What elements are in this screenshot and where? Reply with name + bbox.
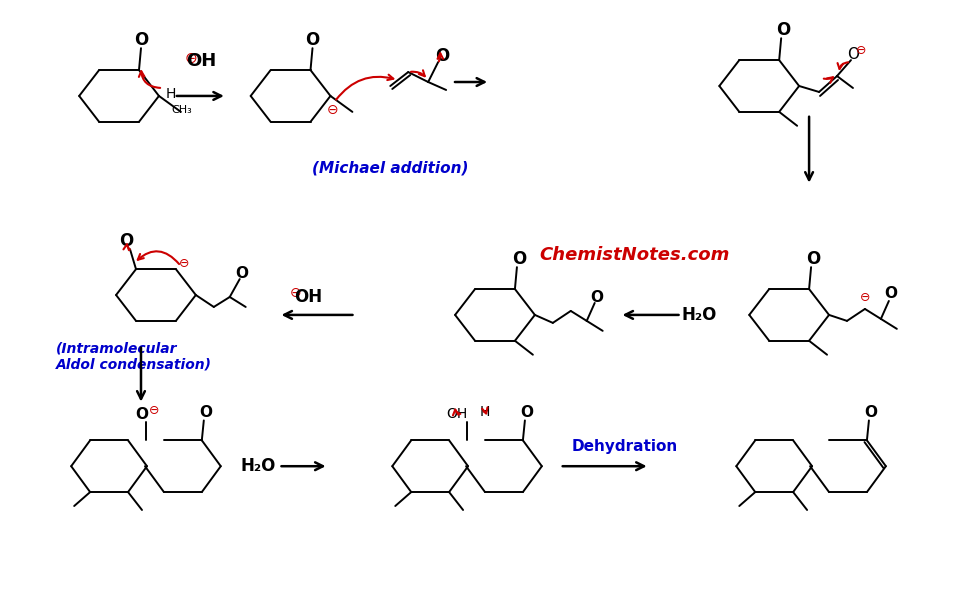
Text: (Intramolecular
Aldol condensation): (Intramolecular Aldol condensation) bbox=[57, 342, 212, 372]
Text: H₂O: H₂O bbox=[241, 457, 276, 475]
Text: OH: OH bbox=[446, 408, 468, 421]
Text: H: H bbox=[166, 87, 176, 101]
Text: O: O bbox=[235, 265, 248, 281]
Text: Dehydration: Dehydration bbox=[572, 439, 678, 454]
Text: O: O bbox=[776, 21, 790, 39]
Text: CH₃: CH₃ bbox=[171, 105, 191, 115]
Text: ChemistNotes.com: ChemistNotes.com bbox=[539, 246, 730, 264]
Text: OH: OH bbox=[294, 288, 322, 306]
Text: O: O bbox=[134, 31, 149, 49]
Text: O: O bbox=[521, 405, 533, 420]
Text: O: O bbox=[806, 250, 821, 268]
Text: ⊖: ⊖ bbox=[185, 51, 197, 65]
Text: H₂O: H₂O bbox=[682, 306, 717, 324]
Text: ⊖: ⊖ bbox=[149, 404, 159, 417]
Text: O: O bbox=[512, 250, 526, 268]
Text: H: H bbox=[480, 405, 490, 419]
Text: ⊖: ⊖ bbox=[860, 290, 871, 303]
Text: OH: OH bbox=[186, 52, 216, 70]
Text: ⊖: ⊖ bbox=[856, 43, 867, 57]
Text: ⊖: ⊖ bbox=[179, 256, 190, 270]
Text: O: O bbox=[136, 407, 149, 422]
Text: O: O bbox=[119, 232, 133, 250]
Text: O: O bbox=[865, 405, 877, 420]
Text: ⊖: ⊖ bbox=[326, 103, 338, 117]
Text: O: O bbox=[306, 31, 319, 49]
Text: O: O bbox=[435, 47, 449, 65]
Text: O: O bbox=[847, 46, 859, 62]
Text: ⊖: ⊖ bbox=[290, 286, 301, 300]
Text: O: O bbox=[884, 286, 897, 300]
Text: (Michael addition): (Michael addition) bbox=[312, 160, 469, 175]
Text: O: O bbox=[590, 290, 603, 305]
Text: O: O bbox=[199, 405, 212, 420]
